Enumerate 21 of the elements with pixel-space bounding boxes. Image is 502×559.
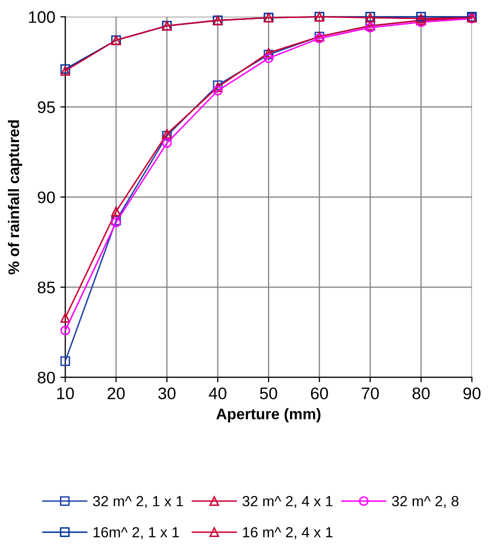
x-axis-title: Aperture (mm) <box>216 408 320 422</box>
x-tick-label: 80 <box>412 387 430 400</box>
legend-label: 16 m^ 2, 4 x 1 <box>243 527 332 540</box>
x-tick-label: 30 <box>158 387 176 400</box>
x-tick-label: 40 <box>208 387 226 400</box>
x-tick-label: 90 <box>463 387 480 400</box>
legend-label: 32 m^ 2, 1 x 1 <box>93 496 183 508</box>
legend-label: 32 m^ 2, 4 x 1 <box>242 496 332 508</box>
legend-label: 32 m^ 2, 8 <box>392 496 458 508</box>
y-tick-label: 80 <box>38 372 55 384</box>
y-tick-label: 95 <box>38 101 55 114</box>
y-tick-label: 100 <box>29 11 55 23</box>
x-tick-label: 60 <box>310 387 328 400</box>
y-tick-label: 90 <box>38 191 55 204</box>
x-tick-label: 20 <box>108 387 125 400</box>
legend-label: 16m^ 2, 1 x 1 <box>94 527 179 540</box>
y-tick-label: 85 <box>38 282 55 294</box>
x-tick-label: 50 <box>260 387 278 400</box>
y-axis-title: % of rainfall captured <box>8 120 22 274</box>
x-tick-label: 10 <box>57 387 74 400</box>
x-tick-label: 70 <box>362 387 379 400</box>
